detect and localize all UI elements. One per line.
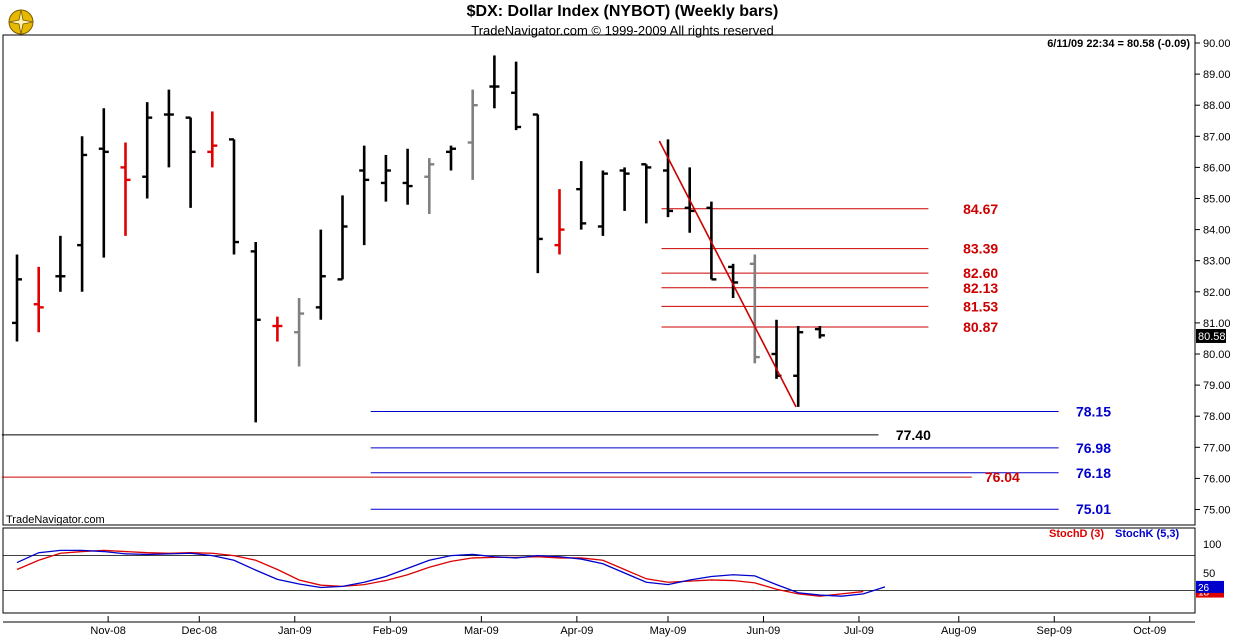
x-tick-label: May-09 (650, 625, 687, 637)
last-value-box (1196, 328, 1226, 343)
stoch-last-value-label: 26 (1198, 583, 1210, 594)
y-tick-label: 75.00 (1203, 505, 1231, 517)
y-tick-label: 79.00 (1203, 380, 1231, 392)
level-label: 80.87 (963, 319, 998, 335)
level-label: 78.15 (1076, 404, 1111, 420)
last-quote: 6/11/09 22:34 = 80.58 (-0.09) (1047, 38, 1190, 50)
level-label: 84.67 (963, 201, 998, 217)
chart-title: $DX: Dollar Index (NYBOT) (Weekly bars) (466, 3, 779, 20)
x-tick-label: Mar-09 (464, 625, 499, 637)
legend-stochd: StochD (3) (1049, 528, 1104, 540)
stoch-last-value-label: 18 (1198, 588, 1210, 599)
y-tick-label: 90.00 (1203, 38, 1231, 50)
level-label: 82.60 (963, 265, 998, 281)
last-value-label: 80.58 (1198, 331, 1226, 343)
y-tick-label: 78.00 (1203, 411, 1231, 423)
level-label: 75.01 (1076, 501, 1111, 517)
x-tick-label: Sep-09 (1037, 625, 1072, 637)
tradenavigator-logo-icon (4, 4, 38, 38)
level-label: 82.13 (963, 280, 998, 296)
x-tick-label: Nov-08 (90, 625, 125, 637)
y-tick-label: 86.00 (1203, 162, 1231, 174)
level-label: 77.40 (896, 427, 931, 443)
x-tick-label: Aug-09 (941, 625, 976, 637)
y-tick-label: 76.00 (1203, 473, 1231, 485)
level-label: 81.53 (963, 298, 998, 314)
x-tick-label: Jul-09 (844, 625, 874, 637)
level-label: 83.39 (963, 241, 998, 257)
level-label: 76.04 (985, 469, 1020, 485)
x-axis: Nov-08 Dec-08 Jan-09 Feb-09 Mar-09 Apr-09 May-… (3, 616, 1195, 637)
price-panel-frame (2, 34, 1196, 526)
level-label: 76.98 (1076, 440, 1111, 456)
y-tick-label: 85.00 (1203, 194, 1231, 206)
y-tick-label: 88.00 (1203, 100, 1231, 112)
y-tick-label: 89.00 (1203, 69, 1231, 81)
x-tick-label: Apr-09 (560, 625, 593, 637)
legend-stochk: StochK (5,3) (1115, 528, 1180, 540)
x-tick-label: Feb-09 (373, 625, 408, 637)
watermark: TradeNavigator.com (6, 514, 105, 526)
y-tick-label: 80.00 (1203, 349, 1231, 361)
stoch-panel-frame (2, 527, 1196, 614)
x-tick-label: Jan-09 (278, 625, 312, 637)
chart-subtitle: TradeNavigator.com © 1999-2009 All right… (471, 23, 774, 38)
x-tick-label: Dec-08 (182, 625, 217, 637)
trendline (658, 140, 797, 408)
y-tick-label: 81.00 (1203, 318, 1231, 330)
stoch-y-tick-label: 100 (1203, 539, 1221, 551)
stoch-last-value-box (1196, 580, 1224, 593)
y-tick-label: 83.00 (1203, 256, 1231, 268)
price-panel: 90.00 89.00 88.00 87.00 86.00 85.00 84.00 83.00… (1, 34, 1231, 526)
stoch-series-line (16, 549, 864, 597)
x-tick-label: Oct-09 (1133, 625, 1166, 637)
y-tick-label: 87.00 (1203, 131, 1231, 143)
x-tick-label: Jun-09 (747, 625, 781, 637)
stoch-y-tick-label: 50 (1203, 568, 1215, 580)
stoch-series-line (16, 549, 886, 597)
y-tick-label: 77.00 (1203, 442, 1231, 454)
y-tick-label: 82.00 (1203, 287, 1231, 299)
y-tick-label: 84.00 (1203, 225, 1231, 237)
level-label: 76.18 (1076, 465, 1111, 481)
